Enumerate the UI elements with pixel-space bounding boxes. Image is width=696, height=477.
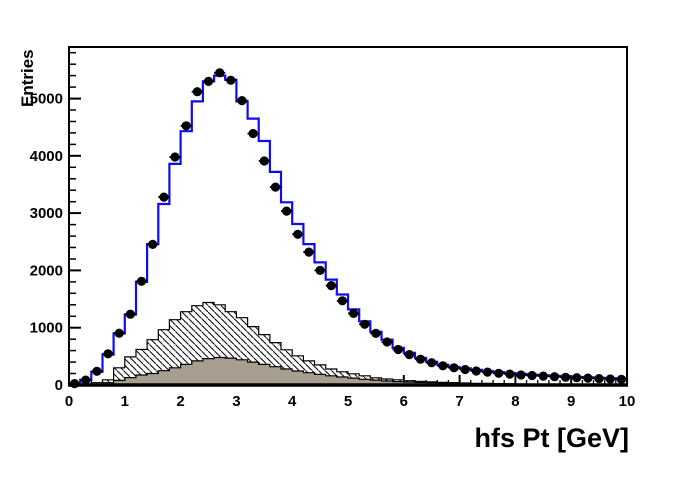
data-point-marker <box>203 76 214 86</box>
x-tick-label: 4 <box>288 393 297 410</box>
data-point-marker <box>393 344 403 355</box>
data-point-marker <box>549 372 560 382</box>
data-point-marker <box>482 367 493 377</box>
data-point-marker <box>226 75 236 85</box>
data-point-marker <box>259 156 269 166</box>
x-tick-label: 3 <box>232 393 240 410</box>
x-axis-title: hfs Pt [GeV] <box>474 423 629 453</box>
data-point-marker <box>237 96 247 106</box>
data-point-marker <box>148 239 158 249</box>
plot-layers: 0 1000 2000 3000 4000 5000 0 1 2 3 4 5 6 7 8 9 10 <box>30 46 636 410</box>
data-point-marker <box>572 373 582 383</box>
y-axis-title: Entries <box>18 49 37 107</box>
data-point-marker <box>125 309 135 319</box>
data-point-marker <box>315 265 325 275</box>
y-tick-label: 1000 <box>30 320 63 337</box>
data-point-marker <box>538 371 548 381</box>
data-point-marker <box>494 368 504 378</box>
x-tick-label: 0 <box>65 393 73 410</box>
data-point-marker <box>583 373 593 383</box>
data-point-marker <box>505 369 515 379</box>
data-point-marker <box>282 206 292 216</box>
data-point-marker <box>70 379 80 389</box>
data-point-marker <box>170 152 180 162</box>
data-point-marker <box>605 374 615 384</box>
data-point-marker <box>270 182 281 192</box>
y-tick-label: 2000 <box>30 262 63 279</box>
x-tick-label: 5 <box>344 393 352 410</box>
data-point-marker <box>449 363 459 373</box>
data-point-marker <box>404 350 414 360</box>
data-point-marker <box>438 361 448 371</box>
x-tick-label: 7 <box>455 393 463 410</box>
data-point-marker <box>527 370 537 381</box>
data-point-marker <box>248 128 258 139</box>
y-tick-label: 5000 <box>30 91 63 108</box>
data-point-marker <box>349 308 359 318</box>
data-point-marker <box>427 358 437 368</box>
x-tick-label: 10 <box>619 393 636 410</box>
y-tick-label: 0 <box>55 377 63 394</box>
data-point-marker <box>92 366 102 376</box>
plot-background <box>69 47 627 385</box>
data-point-marker <box>326 281 336 291</box>
x-tick-label: 6 <box>400 393 408 410</box>
x-tick-label: 9 <box>567 393 575 410</box>
data-point-marker <box>594 374 604 384</box>
data-point-marker <box>215 68 225 78</box>
data-point-marker <box>516 370 526 380</box>
data-point-marker <box>192 87 202 97</box>
data-point-marker <box>415 354 426 364</box>
data-point-marker <box>181 121 191 131</box>
x-tick-label: 8 <box>511 393 519 410</box>
x-tick-label: 2 <box>176 393 184 410</box>
data-point-marker <box>460 364 470 375</box>
data-point-marker <box>304 247 314 257</box>
data-point-marker <box>81 375 91 385</box>
data-point-marker <box>382 337 392 347</box>
data-point-marker <box>337 296 347 306</box>
data-point-marker <box>293 229 303 239</box>
data-point-marker <box>471 366 481 376</box>
data-point-marker <box>136 276 147 286</box>
x-tick-label: 1 <box>121 393 129 410</box>
data-point-marker <box>561 372 571 382</box>
data-point-marker <box>371 328 381 338</box>
data-point-marker <box>616 374 627 384</box>
data-point-marker <box>159 192 169 202</box>
y-tick-label: 3000 <box>30 205 63 222</box>
data-point-marker <box>103 349 113 359</box>
data-point-marker <box>114 328 124 338</box>
data-point-marker <box>360 319 370 329</box>
y-tick-label: 4000 <box>30 148 63 165</box>
